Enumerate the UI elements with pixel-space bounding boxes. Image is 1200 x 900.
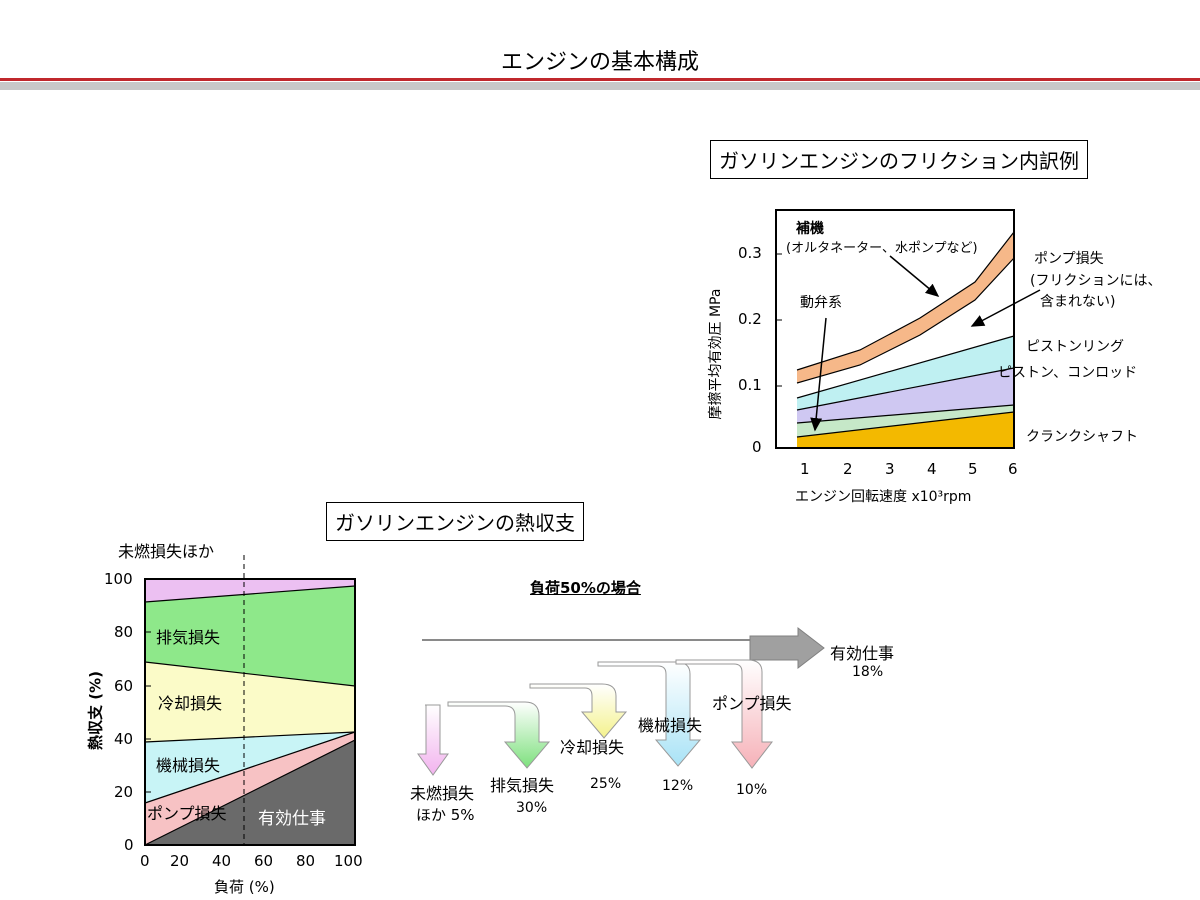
flow-title: 負荷50%の場合 [530,579,641,597]
heat-ytick-60: 60 [114,677,134,695]
title-shadow-bar [0,82,1200,90]
friction-plot-frame [775,209,1015,449]
friction-xtick-1: 1 [800,460,810,478]
heat-ytick-40: 40 [114,730,134,748]
heat-xtick-40: 40 [212,852,232,870]
arrow-unburned [417,704,449,776]
area-exhaust [145,586,355,686]
flow-unburned-value: ほか 5% [416,806,475,824]
heat-xtick-100: 100 [334,852,363,870]
ann-piston-conrod: ピストン、コンロッド [998,365,1138,381]
page-title: エンジンの基本構成 [500,50,699,75]
heat-xaxis-label: 負荷 (%) [214,878,275,896]
label-effective-work: 有効仕事 [258,809,326,829]
heat-ytick-100: 100 [104,570,133,588]
arrow-exhaust [447,701,551,769]
flow-pump-value: 10% [736,782,768,798]
friction-xtick-3: 3 [885,460,895,478]
friction-ytick-0: 0 [752,438,762,456]
flow-pump-label: ポンプ損失 [712,694,792,713]
friction-ytick-1: 0.1 [738,376,762,394]
label-mechanical-loss: 機械損失 [156,756,221,775]
friction-ytick-2: 0.2 [738,310,762,328]
flow-effective-label: 有効仕事 [830,644,895,663]
ann-pump-loss-note1: (フリクションには、 [1030,273,1162,289]
flow-exhaust-value: 30% [516,800,548,816]
friction-xtick-2: 2 [843,460,853,478]
heat-chart-title: ガソリンエンジンの熱収支 [326,502,584,541]
friction-xtick-5: 5 [968,460,978,478]
area-pump [145,732,355,845]
ann-accessories: 補機 [796,221,824,237]
friction-xaxis-label: エンジン回転速度 x10³rpm [795,489,972,505]
band-accessories [797,232,1014,383]
friction-xtick-4: 4 [927,460,937,478]
band-piston-ring [797,336,1014,410]
ann-crankshaft: クランクシャフト [1026,429,1138,445]
friction-xtick-6: 6 [1008,460,1018,478]
label-pump-loss: ポンプ損失 [147,804,227,823]
ann-piston-ring: ピストンリング [1026,339,1124,355]
heat-xtick-80: 80 [296,852,316,870]
flow-unburned-label: 未燃損失 [410,784,475,803]
ann-valvetrain: 動弁系 [800,295,842,311]
heat-plot-frame [144,578,356,846]
ann-pump-loss: ポンプ損失 [1034,251,1104,267]
flow-mechanical-label: 機械損失 [638,716,703,735]
arrow-cooling [529,683,628,739]
flow-exhaust-label: 排気損失 [490,776,555,795]
heat-xtick-20: 20 [170,852,190,870]
band-valvetrain [797,405,1014,437]
heat-ytick-0: 0 [124,836,134,854]
heat-xtick-0: 0 [140,852,150,870]
heat-ytick-80: 80 [114,623,134,641]
band-crankshaft [797,412,1014,448]
ann-accessories-detail: (オルタネーター、水ポンプなど) [786,241,978,256]
flow-mechanical-value: 12% [662,778,694,794]
friction-ytick-3: 0.3 [738,244,762,262]
friction-chart-title: ガソリンエンジンのフリクション内訳例 [710,140,1088,179]
heat-ytick-20: 20 [114,783,134,801]
flow-effective-value: 18% [852,664,884,680]
arrow-pump [675,659,774,769]
flow-cooling-value: 25% [590,776,622,792]
effective-work-arrow [749,626,825,670]
title-rule [0,78,1200,81]
heat-xtick-60: 60 [254,852,274,870]
flow-cooling-label: 冷却損失 [560,738,625,757]
label-exhaust-loss: 排気損失 [156,628,221,647]
area-unburned [145,579,355,602]
label-cooling-loss: 冷却損失 [158,694,223,713]
area-cooling [145,662,355,742]
label-unburned-loss: 未燃損失ほか [118,542,215,561]
ann-pump-loss-note2: 含まれない) [1040,294,1116,310]
